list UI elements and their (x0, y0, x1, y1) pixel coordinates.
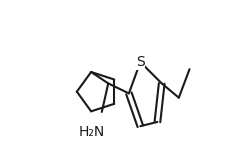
Text: H₂N: H₂N (79, 125, 105, 139)
Text: S: S (136, 55, 145, 69)
